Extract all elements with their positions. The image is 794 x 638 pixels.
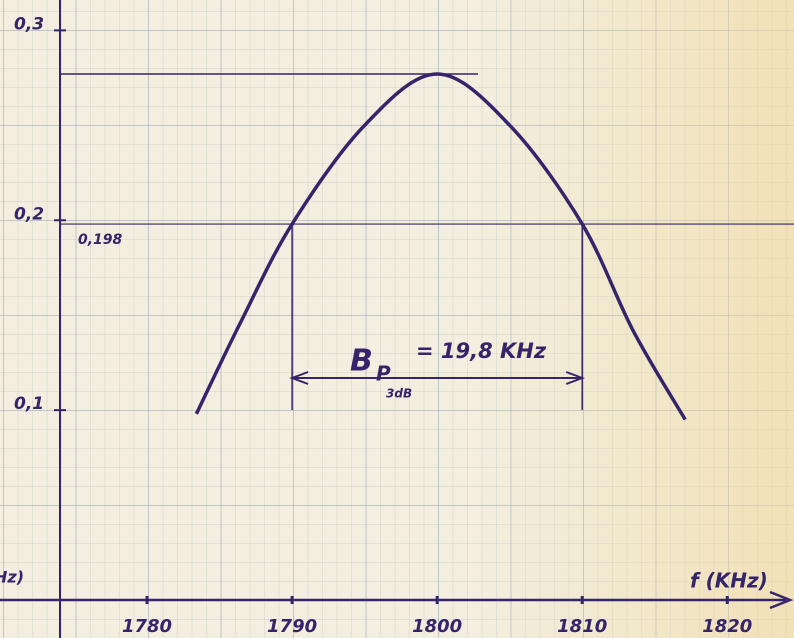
- bandwidth-sub: P: [376, 362, 391, 386]
- x-tick-label: 1800: [412, 616, 462, 637]
- bandwidth-subsub: 3dB: [386, 387, 412, 401]
- x-axis-label: f (KHz): [690, 569, 768, 593]
- x-tick-label: 1790: [267, 616, 317, 637]
- y-tick-label: 0,1: [14, 394, 44, 414]
- curve: [194, 72, 687, 421]
- bandwidth-text: = 19,8 KHz: [416, 339, 547, 363]
- bandwidth-symbol: B: [350, 344, 373, 379]
- arrow-head: [289, 371, 309, 385]
- x-tick-label: 1820: [702, 616, 752, 637]
- y-tick-label: 0,3: [14, 14, 44, 34]
- x-tick-label: 1810: [557, 616, 607, 637]
- half-power-label: 0,198: [78, 232, 123, 248]
- arrow-head: [565, 371, 586, 385]
- x-tick-label: 1780: [122, 616, 172, 637]
- x-axis-arrow: [769, 590, 794, 610]
- y-tick-label: 0,2: [14, 204, 44, 224]
- y-axis-label-fragment: Hz): [0, 568, 24, 587]
